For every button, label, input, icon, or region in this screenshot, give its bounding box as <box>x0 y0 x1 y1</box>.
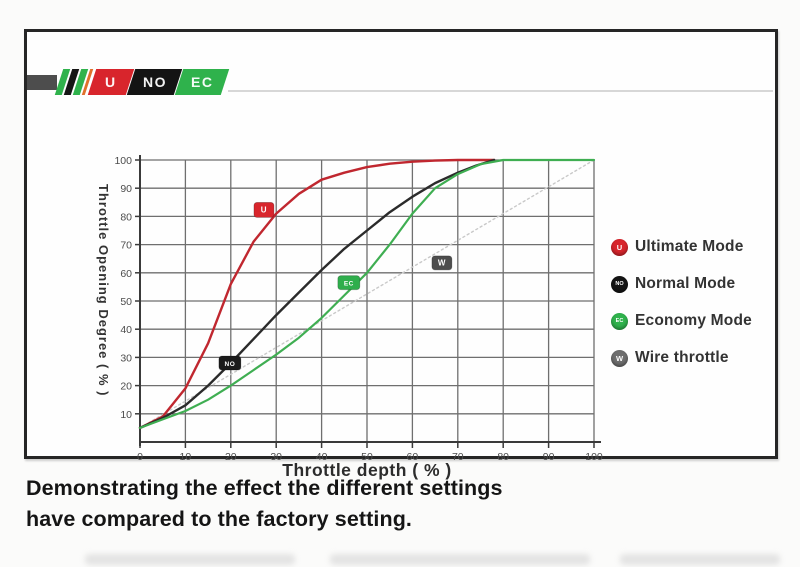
x-tick-label: 50 <box>361 451 373 463</box>
legend-badge-icon: W <box>611 349 628 367</box>
smudge <box>85 554 295 565</box>
y-tick-label: 90 <box>120 183 132 195</box>
y-tick-label: 60 <box>120 268 132 280</box>
legend-item: U Ultimate Mode <box>611 238 752 256</box>
throttle-curve-chart: 0 10 20 30 40 50 60 70 80 90 100 10 20 30 40 50 60 70 80 90… <box>73 140 618 488</box>
y-axis-label: Throttle Opening Degree ( % ) <box>96 184 111 396</box>
brand-banner: U NO EC <box>27 68 773 96</box>
banner-segment-economy: EC <box>174 69 230 95</box>
smudge <box>330 554 590 565</box>
curve-badge-label: EC <box>344 280 354 287</box>
chart-svg: 0 10 20 30 40 50 60 70 80 90 100 10 20 30 40 50 60 70 80 90… <box>96 155 603 480</box>
y-tick-label: 30 <box>120 352 132 364</box>
y-tick-label: 70 <box>120 240 132 252</box>
legend-item: W Wire throttle <box>611 349 752 367</box>
figure-frame: U NO EC 0 10 20 30 40 50 60 70 80 90 100 10 20 30 40 50 60… <box>24 29 778 480</box>
banner-stripes <box>54 69 94 95</box>
curve-badge-ec <box>337 275 361 291</box>
chart-legend: U Ultimate Mode NO Normal Mode EC Economy Mod… <box>611 238 752 367</box>
banner-bar <box>27 74 57 90</box>
legend-item: EC Economy Mode <box>611 312 752 330</box>
legend-label: Normal Mode <box>635 275 736 292</box>
y-tick-label: 80 <box>120 211 132 223</box>
legend-label: Ultimate Mode <box>635 238 744 255</box>
banner-mode-badges: U NO EC <box>87 69 230 95</box>
banner-segment-normal: NO <box>126 69 183 95</box>
x-tick-label: 100 <box>585 451 603 463</box>
caption-line2: have compared to the factory setting. <box>26 507 413 531</box>
curve-badge-label: U <box>261 206 267 215</box>
y-tick-label: 10 <box>120 409 132 421</box>
legend-badge-icon: EC <box>611 312 628 330</box>
x-tick-label: 90 <box>543 451 555 463</box>
x-tick-label: 0 <box>137 451 143 463</box>
next-row-preview <box>0 552 800 567</box>
x-tick-label: 10 <box>180 451 192 463</box>
x-tick-label: 30 <box>270 451 282 463</box>
curve-ultimate-mode <box>138 158 496 430</box>
x-axis-label: Throttle depth ( % ) <box>282 460 451 480</box>
legend-badge-icon: U <box>611 238 628 256</box>
y-tick-label: 20 <box>120 381 132 393</box>
figure-caption: Demonstrating the effect the different s… <box>26 473 503 535</box>
y-tick-label: 100 <box>114 155 132 167</box>
x-tick-label: 20 <box>225 451 237 463</box>
curve-badge-label: NO <box>225 361 236 368</box>
curve-economy-mode <box>138 158 596 429</box>
smudge <box>620 554 780 565</box>
x-tick-label: 40 <box>316 451 328 463</box>
legend-badge-icon: NO <box>611 275 628 293</box>
curve-badge-u <box>253 202 275 218</box>
caption-line1: Demonstrating the effect the different s… <box>26 476 503 500</box>
curve-normal-mode <box>138 158 496 430</box>
x-tick-label: 80 <box>497 451 509 463</box>
curve-badge-no <box>218 355 242 371</box>
legend-label: Wire throttle <box>635 349 729 366</box>
y-tick-label: 40 <box>120 324 132 336</box>
y-tick-label: 50 <box>120 296 132 308</box>
x-tick-label: 70 <box>452 451 464 463</box>
legend-item: NO Normal Mode <box>611 275 752 293</box>
legend-label: Economy Mode <box>635 312 752 329</box>
x-tick-label: 60 <box>407 451 419 463</box>
curve-badge-label: W <box>438 259 446 268</box>
banner-rule-line <box>228 90 773 92</box>
curve-badge-w <box>431 255 453 271</box>
